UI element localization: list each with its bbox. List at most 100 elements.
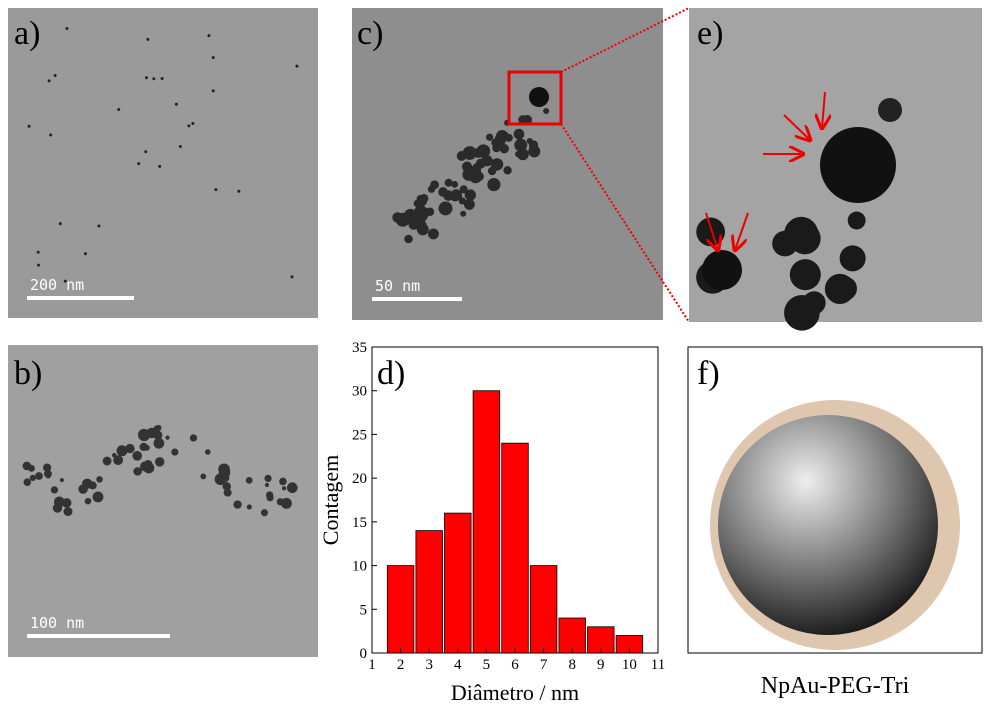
particle xyxy=(820,127,896,203)
particle xyxy=(392,212,403,223)
gold-sphere xyxy=(718,415,938,635)
x-tick-label: 11 xyxy=(651,657,665,673)
y-tick-label: 0 xyxy=(360,646,368,662)
particle xyxy=(496,130,508,142)
particle xyxy=(445,179,453,187)
particle xyxy=(137,162,140,165)
particle xyxy=(265,483,269,487)
particle xyxy=(37,251,40,254)
particle xyxy=(191,122,194,125)
particle xyxy=(190,434,197,441)
particle xyxy=(179,145,182,148)
particle xyxy=(146,38,149,41)
particle xyxy=(450,189,462,201)
particle xyxy=(49,133,52,136)
particle xyxy=(54,497,65,508)
tem-image-c xyxy=(352,8,663,320)
particle xyxy=(295,65,298,68)
particle xyxy=(187,124,190,127)
x-tick-label: 2 xyxy=(397,657,405,673)
particle xyxy=(153,431,162,440)
particle xyxy=(878,98,902,122)
particle xyxy=(125,444,134,453)
particle xyxy=(28,125,31,128)
particle xyxy=(825,274,855,304)
bar xyxy=(473,391,500,653)
panel-label: a) xyxy=(14,15,40,52)
particle xyxy=(23,462,32,471)
particle xyxy=(417,196,428,207)
particle xyxy=(266,494,273,501)
particle xyxy=(23,478,31,486)
y-axis-label: Contagem xyxy=(318,455,343,545)
y-tick-label: 10 xyxy=(352,559,367,575)
x-tick-label: 6 xyxy=(511,657,519,673)
particle xyxy=(205,449,211,455)
figure: a) b) c) d) e) f) 200 nm 100 nm 50 nm Np… xyxy=(0,0,989,706)
particle xyxy=(54,74,57,77)
particle xyxy=(200,474,206,480)
particle xyxy=(790,259,821,290)
particle xyxy=(212,89,215,92)
particle xyxy=(83,486,87,490)
particle xyxy=(133,467,142,476)
particle xyxy=(113,455,123,465)
caption: NpAu-PEG-Tri xyxy=(761,673,910,699)
particle xyxy=(246,477,253,484)
particle xyxy=(93,491,104,502)
x-tick-label: 8 xyxy=(568,657,576,673)
particle xyxy=(138,429,150,441)
particle xyxy=(59,222,62,225)
particle xyxy=(503,166,511,174)
particle xyxy=(212,56,215,59)
particle xyxy=(702,250,742,290)
particle xyxy=(171,449,178,456)
particle xyxy=(103,457,112,466)
particle xyxy=(237,190,240,193)
particle xyxy=(64,507,73,516)
x-tick-label: 3 xyxy=(425,657,433,673)
particle xyxy=(233,500,241,508)
particle xyxy=(840,245,866,271)
scale-text: 200 nm xyxy=(30,276,84,294)
y-tick-label: 20 xyxy=(352,471,367,487)
y-tick-label: 5 xyxy=(360,602,368,618)
x-tick-label: 5 xyxy=(483,657,491,673)
particle xyxy=(428,186,435,193)
particle xyxy=(460,211,466,217)
particle xyxy=(261,509,268,516)
particle xyxy=(514,129,525,140)
scale-text: 50 nm xyxy=(375,277,420,295)
particle xyxy=(529,87,549,107)
particle xyxy=(161,77,164,80)
panel-label: c) xyxy=(357,15,383,52)
particle xyxy=(155,457,164,466)
particle xyxy=(282,486,286,490)
particle xyxy=(420,208,430,218)
particle xyxy=(404,235,413,244)
particle xyxy=(473,148,483,158)
particle xyxy=(486,134,493,141)
particle xyxy=(60,478,64,482)
particle xyxy=(247,504,252,509)
particle xyxy=(439,201,453,215)
particle xyxy=(117,108,120,111)
particle xyxy=(214,188,217,191)
particle xyxy=(65,27,68,30)
particle xyxy=(696,218,725,247)
particle xyxy=(85,498,91,504)
particle xyxy=(462,168,474,180)
particle xyxy=(442,190,449,197)
particle xyxy=(175,103,178,106)
particle xyxy=(165,436,169,440)
particle xyxy=(428,229,439,240)
tem-image-a xyxy=(8,8,318,318)
particle xyxy=(84,252,87,255)
particle xyxy=(97,224,100,227)
particle xyxy=(224,489,232,497)
panel-label: d) xyxy=(377,355,405,392)
particle xyxy=(96,476,103,483)
particle xyxy=(35,472,43,480)
particle xyxy=(30,475,36,481)
x-tick-label: 1 xyxy=(368,657,376,673)
